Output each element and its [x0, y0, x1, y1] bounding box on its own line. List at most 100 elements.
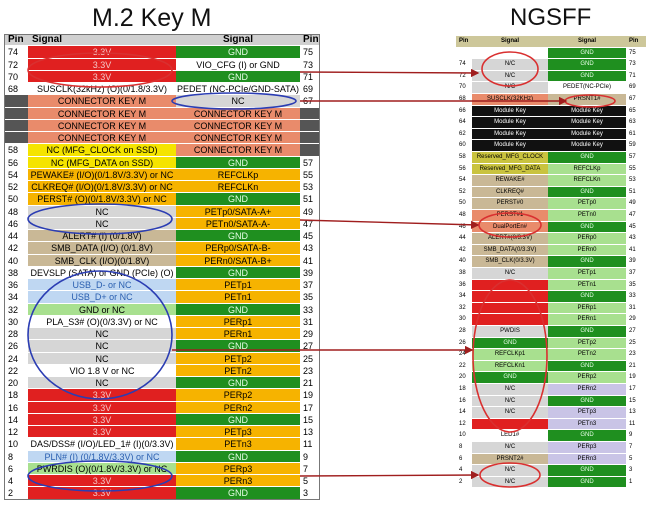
ngsff-signal-cell: REFCLKp [548, 163, 626, 176]
m2-pin-number: 32 [4, 303, 28, 316]
m2-pin-number: 2 [4, 487, 28, 500]
m2-pin-number: 39 [300, 266, 320, 279]
connection-arrow [299, 68, 480, 78]
ngsff-pin-number: 14 [456, 407, 472, 419]
ngsff-pin-number: 27 [626, 326, 646, 338]
m2-signal-cell: PERp2 [176, 389, 300, 402]
ngsff-pin-number: 62 [456, 128, 472, 141]
ngsff-signal-cell: GND [548, 186, 626, 199]
ngsff-pin-number: 46 [456, 221, 472, 234]
m2-signal-cell: CONNECTOR KEY M [28, 107, 176, 120]
m2-signal-cell: PERn1 [176, 328, 300, 341]
m2-pin-number: 41 [300, 254, 320, 267]
m2-signal-cell: GND [176, 193, 300, 206]
ngsff-signal-cell: N/C [472, 465, 548, 477]
m2-signal-cell: PEWAKE# (I/O)(0/1.8V/3.3V) or NC [28, 168, 176, 181]
ngsff-signal-cell [472, 302, 548, 315]
ngsff-signal-cell: PETn3 [548, 418, 626, 431]
m2-signal-cell: GND [176, 266, 300, 279]
ngsff-table-row: 42 SMB_DATA(0/3.3V) PERn0 41 [456, 244, 646, 257]
m2-signal-cell: NC [28, 377, 176, 390]
ngsff-pin-number: 19 [626, 372, 646, 384]
m2-pin-number: 21 [300, 377, 320, 390]
ngsff-pin-number: 65 [626, 105, 646, 118]
ngsff-table-row: 60 Module Key Module Key 59 [456, 140, 646, 152]
ngsff-pin-number: 60 [456, 140, 472, 152]
m2-pin-number: 16 [4, 401, 28, 414]
m2-pin-number [300, 144, 320, 157]
ngsff-table-row: 52 CLKREQ# GND 51 [456, 186, 646, 199]
ngsff-pin-number: 23 [626, 349, 646, 361]
m2-signal-cell: VIO_CFG (I) or GND [176, 58, 300, 71]
m2-pin-number: 15 [300, 413, 320, 426]
ngsff-signal-cell: Module Key [472, 140, 548, 152]
ngsff-pin-number: 40 [456, 256, 472, 268]
ngsff-pin-number: 36 [456, 279, 472, 292]
ngsff-table-row: 70 N/C PEDET(NC-PCIe) 69 [456, 82, 646, 94]
ngsff-table-row: 20 GND PERp2 19 [456, 372, 646, 384]
ngsff-pin-number: 25 [626, 337, 646, 350]
ngsff-signal-cell: Reserved_MFG_DATA [472, 163, 548, 176]
m2-table-row: 56 NC (MFG_DATA on SSD) GND 57 [4, 156, 320, 169]
ngsff-header-pin-left: Pin [456, 36, 472, 48]
highlight-ellipse [472, 279, 548, 433]
ngsff-signal-cell: GND [548, 256, 626, 268]
ngsff-signal-cell: PERp1 [548, 302, 626, 315]
m2-signal-cell: NC [28, 328, 176, 341]
ngsff-pin-number: 51 [626, 186, 646, 199]
m2-pin-number [300, 107, 320, 120]
m2-pin-number: 13 [300, 426, 320, 439]
highlight-ellipse [481, 51, 539, 87]
ngsff-pin-number: 6 [456, 453, 472, 466]
ngsff-signal-cell: N/C [472, 82, 548, 94]
m2-table-row: 12 3.3V PETp3 13 [4, 426, 320, 439]
m2-table-row: 44 ALERT# (I) (0/1.8V) GND 45 [4, 230, 320, 243]
ngsff-signal-cell: PRSNT2# [472, 453, 548, 466]
m2-signal-cell: VIO 1.8 V or NC [28, 364, 176, 377]
ngsff-pin-number: 38 [456, 268, 472, 280]
m2-pin-number: 24 [4, 352, 28, 365]
m2-signal-cell: NC [28, 340, 176, 353]
m2-signal-cell: PETp0/SATA-A+ [176, 205, 300, 218]
m2-signal-cell: CONNECTOR KEY M [28, 132, 176, 145]
m2-signal-cell: 3.3V [28, 58, 176, 71]
ngsff-table-row: 32 PERp1 31 [456, 302, 646, 315]
m2-table-row: 2 3.3V GND 3 [4, 487, 320, 500]
ngsff-signal-cell: GND [472, 337, 548, 350]
connection-arrow [299, 470, 480, 480]
ngsff-pin-number: 49 [626, 198, 646, 210]
m2-signal-cell: PETn3 [176, 438, 300, 451]
m2-signal-cell: REFCLKp [176, 168, 300, 181]
m2-table-row: 20 NC GND 21 [4, 377, 320, 390]
ngsff-pin-number: 33 [626, 291, 646, 303]
highlight-ellipse [27, 460, 173, 492]
ngsff-signal-cell: GND [548, 291, 626, 303]
m2-signal-cell: GND [176, 413, 300, 426]
m2-pin-number: 5 [300, 475, 320, 488]
ngsff-table-row: GND 75 [456, 47, 646, 60]
ngsff-signal-cell: PERp2 [548, 372, 626, 384]
ngsff-pin-number: 41 [626, 244, 646, 257]
ngsff-signal-cell: N/C [472, 384, 548, 396]
m2-pin-number: 73 [300, 58, 320, 71]
m2-signal-cell: 3.3V [28, 487, 176, 500]
ngsff-signal-cell: SMB_DATA(0/3.3V) [472, 244, 548, 257]
ngsff-pin-number: 56 [456, 163, 472, 176]
ngsff-pin-number: 69 [626, 82, 646, 94]
m2-pin-number: 43 [300, 242, 320, 255]
ngsff-signal-cell [472, 47, 548, 60]
ngsff-pin-number: 47 [626, 210, 646, 222]
ngsff-signal-cell: REFCLKp1 [472, 349, 548, 361]
ngsff-table-row: 72 N/C GND 71 [456, 70, 646, 83]
ngsff-table-row: 62 Module Key Module Key 61 [456, 128, 646, 141]
ngsff-pin-number: 13 [626, 407, 646, 419]
ngsff-signal-cell: PWDIS [472, 326, 548, 338]
ngsff-signal-cell: GND [548, 70, 626, 83]
ngsff-pin-number: 53 [626, 175, 646, 187]
ngsff-signal-cell: LED1# [472, 430, 548, 442]
m2-pin-number: 46 [4, 217, 28, 230]
ngsff-table-row: 16 N/C GND 15 [456, 395, 646, 408]
m2-table-row: 10 DAS/DSS# (I/O)/LED_1# (I)(0/3.3V) PETn3… [4, 438, 320, 451]
m2-pin-number: 71 [300, 70, 320, 83]
m2-signal-cell: PERn0/SATA-B+ [176, 254, 300, 267]
